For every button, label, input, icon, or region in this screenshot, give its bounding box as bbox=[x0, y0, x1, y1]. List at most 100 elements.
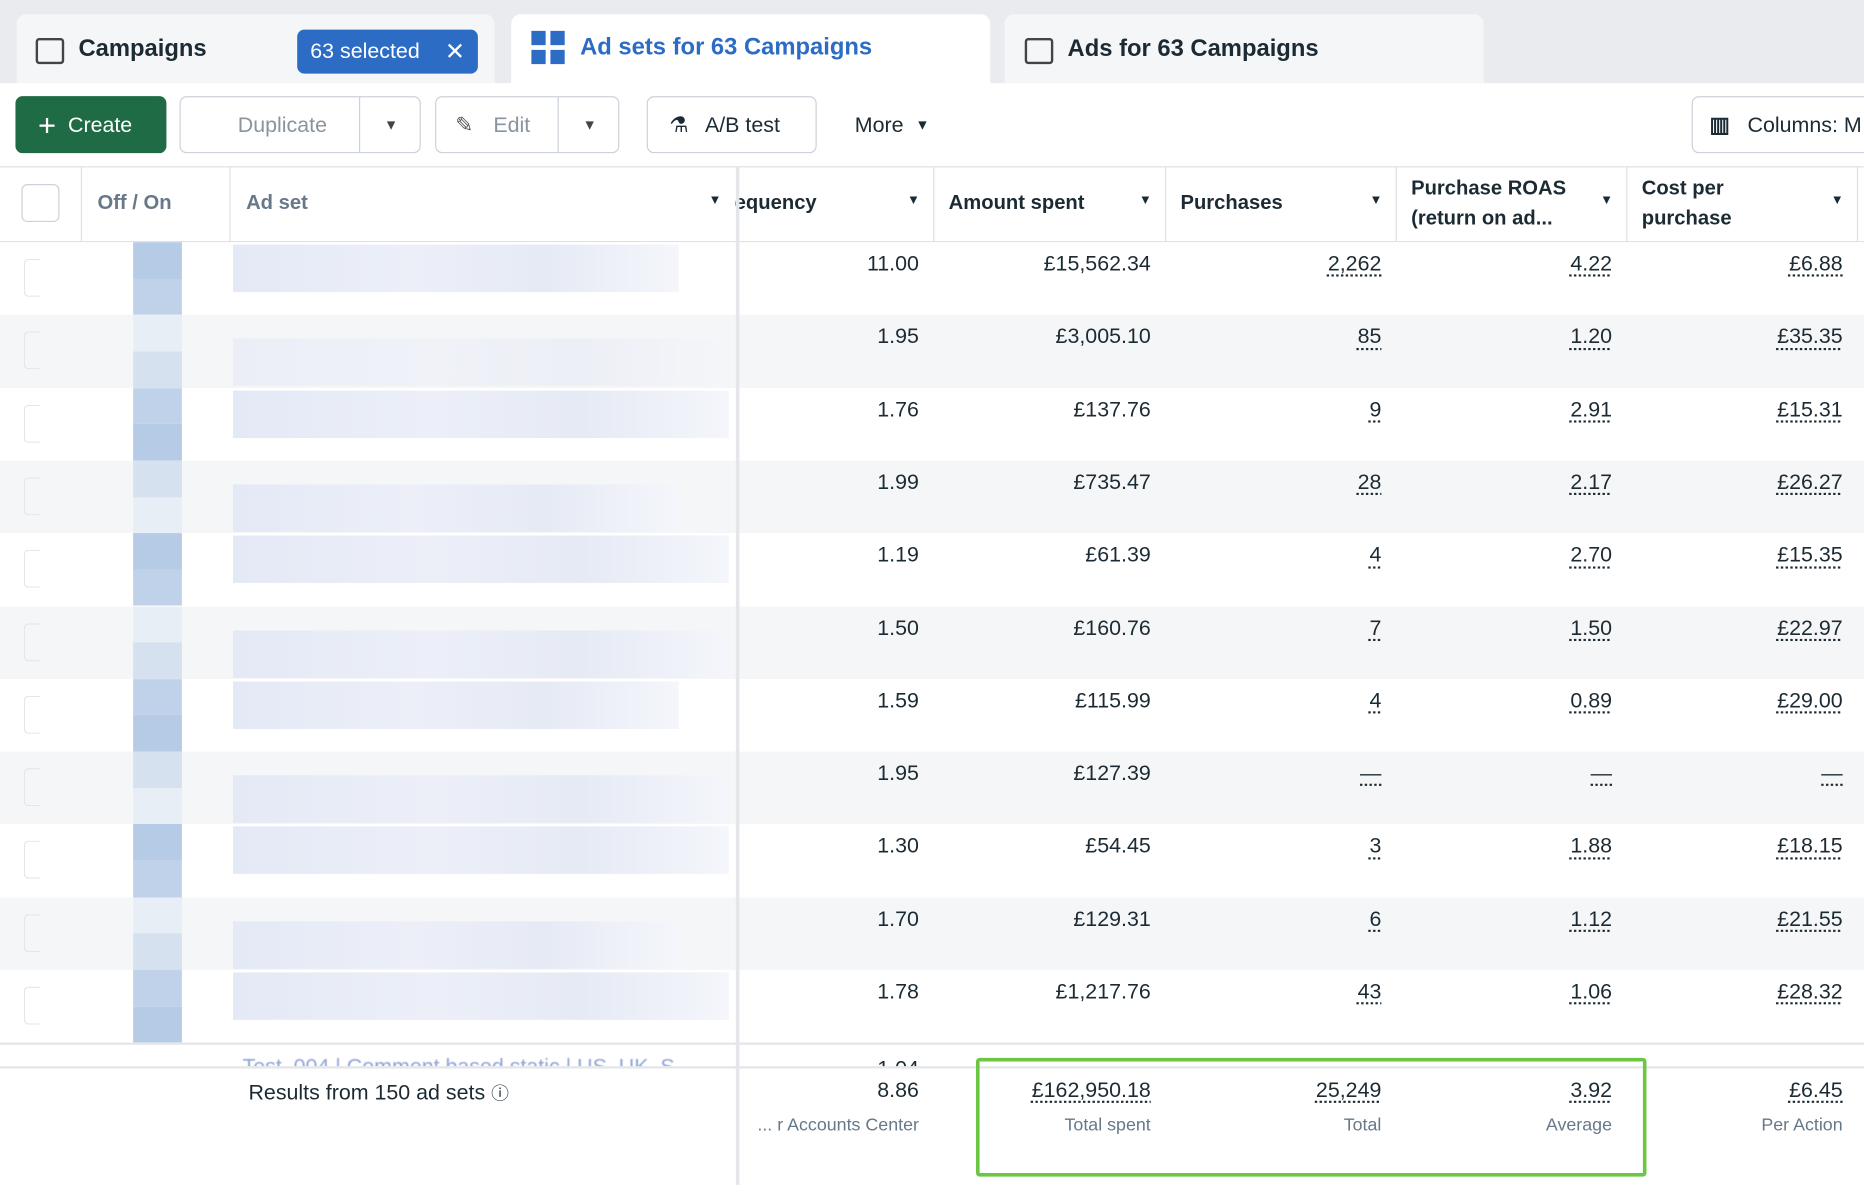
column-header[interactable]: Off / On bbox=[97, 191, 172, 214]
toggle[interactable] bbox=[133, 715, 182, 752]
sort-icon[interactable]: ▼ bbox=[708, 193, 722, 208]
row-checkbox[interactable] bbox=[23, 913, 41, 952]
cell-value[interactable]: 4.22 bbox=[1570, 251, 1613, 276]
cell-value[interactable]: 3 bbox=[1369, 833, 1382, 858]
create-button[interactable]: + Create bbox=[15, 96, 167, 154]
toggle[interactable] bbox=[133, 970, 182, 1007]
toggle[interactable] bbox=[133, 351, 182, 388]
toggle[interactable] bbox=[133, 933, 182, 971]
ab-test-button[interactable]: ⚗ A/B test bbox=[646, 96, 817, 154]
cell-value: 1.95 bbox=[877, 761, 919, 785]
footer-caption: Per Action bbox=[1761, 1114, 1843, 1136]
cell-value[interactable]: 7 bbox=[1369, 615, 1382, 640]
cell-value[interactable]: £26.27 bbox=[1777, 470, 1843, 494]
clear-icon[interactable]: ✕ bbox=[444, 39, 465, 66]
row-checkbox[interactable] bbox=[23, 768, 41, 807]
cell-value[interactable]: £35.35 bbox=[1777, 324, 1843, 349]
sort-icon[interactable]: ▼ bbox=[1138, 193, 1152, 208]
cell-value[interactable]: 1.20 bbox=[1570, 324, 1613, 349]
toggle[interactable] bbox=[133, 569, 182, 607]
toggle[interactable] bbox=[133, 242, 182, 279]
toggle[interactable] bbox=[133, 788, 182, 825]
cell-value[interactable]: £29.00 bbox=[1777, 688, 1843, 713]
sort-icon[interactable]: ▼ bbox=[907, 193, 921, 208]
row-checkbox[interactable] bbox=[23, 986, 41, 1025]
cell-value[interactable]: £15.35 bbox=[1777, 542, 1843, 567]
cell-value[interactable]: £28.32 bbox=[1777, 979, 1843, 1004]
cell-value[interactable]: 1.06 bbox=[1570, 979, 1613, 1004]
column-header[interactable]: Amount spent bbox=[948, 191, 1085, 214]
columns-button[interactable]: ▥ Columns: M bbox=[1691, 96, 1864, 154]
tab-label[interactable]: Ads for 63 Campaigns bbox=[1067, 35, 1319, 62]
cell-value[interactable]: 1.12 bbox=[1570, 906, 1613, 931]
tab-label[interactable]: Campaigns bbox=[78, 35, 207, 62]
toggle[interactable] bbox=[133, 678, 182, 716]
toggle[interactable] bbox=[133, 314, 182, 352]
toggle[interactable] bbox=[133, 751, 182, 789]
sort-icon[interactable]: ▼ bbox=[1600, 193, 1614, 208]
toggle[interactable] bbox=[133, 897, 182, 934]
column-header[interactable]: Purchases bbox=[1180, 191, 1283, 214]
tab-label[interactable]: Ad sets for 63 Campaigns bbox=[580, 34, 873, 61]
row-checkbox[interactable] bbox=[23, 841, 41, 880]
cell-value[interactable]: 43 bbox=[1357, 979, 1382, 1004]
cell-value[interactable]: 2.91 bbox=[1570, 397, 1613, 422]
more-button[interactable]: More ▼ bbox=[839, 96, 959, 154]
cell-value[interactable]: — bbox=[1590, 761, 1613, 785]
cell-value[interactable]: 2,262 bbox=[1327, 251, 1382, 276]
row-checkbox[interactable] bbox=[23, 404, 41, 443]
column-header[interactable]: equency bbox=[734, 191, 817, 214]
cell-value[interactable]: 85 bbox=[1357, 324, 1382, 349]
cell-value[interactable]: £18.15 bbox=[1777, 833, 1843, 858]
toggle[interactable] bbox=[133, 460, 182, 497]
row-checkbox[interactable] bbox=[23, 258, 41, 297]
cell-value[interactable]: — bbox=[1359, 761, 1382, 785]
toggle[interactable] bbox=[133, 424, 182, 461]
toggle[interactable] bbox=[133, 860, 182, 898]
cell-value[interactable]: 28 bbox=[1357, 470, 1382, 494]
cell-value[interactable]: 1.50 bbox=[1570, 615, 1613, 640]
cell-value: £3,005.10 bbox=[1055, 324, 1151, 349]
toggle[interactable] bbox=[133, 824, 182, 861]
row-checkbox[interactable] bbox=[23, 477, 41, 516]
column-header[interactable]: Cost per purchase bbox=[1641, 176, 1732, 230]
row-checkbox[interactable] bbox=[23, 622, 41, 661]
cell-value[interactable]: 2.17 bbox=[1570, 470, 1613, 494]
cell-value[interactable]: — bbox=[1821, 761, 1843, 785]
toggle[interactable] bbox=[133, 1006, 182, 1043]
row-checkbox[interactable] bbox=[23, 695, 41, 734]
cell-value[interactable]: £21.55 bbox=[1777, 906, 1843, 931]
button-label: Columns: M bbox=[1747, 112, 1862, 136]
toggle[interactable] bbox=[133, 278, 182, 315]
select-all-checkbox[interactable] bbox=[21, 184, 60, 223]
sort-icon[interactable]: ▼ bbox=[1830, 193, 1844, 208]
cell-value[interactable]: 0.89 bbox=[1570, 688, 1613, 713]
cell-value[interactable]: 2.70 bbox=[1570, 542, 1613, 567]
row-checkbox[interactable] bbox=[23, 331, 41, 370]
cell-value: 1.59 bbox=[877, 688, 919, 713]
column-header[interactable]: Purchase ROAS (return on ad... bbox=[1411, 176, 1567, 230]
selection-badge[interactable]: 63 selected ✕ bbox=[297, 29, 478, 74]
tab[interactable] bbox=[1004, 14, 1484, 84]
cell-value[interactable]: 4 bbox=[1369, 542, 1382, 567]
duplicate-button[interactable]: Duplicate ▼ bbox=[179, 96, 421, 154]
cell-value[interactable]: £15.31 bbox=[1777, 397, 1843, 422]
column-divider bbox=[1395, 166, 1397, 243]
cell-value: £61.39 bbox=[1085, 542, 1151, 567]
toggle[interactable] bbox=[133, 642, 182, 679]
row-checkbox[interactable] bbox=[23, 549, 41, 588]
cell-value[interactable]: 9 bbox=[1369, 397, 1382, 422]
toggle[interactable] bbox=[133, 606, 182, 643]
cell-value[interactable]: £6.88 bbox=[1789, 251, 1843, 276]
toggle[interactable] bbox=[133, 533, 182, 570]
cell-value[interactable]: 6 bbox=[1369, 906, 1382, 931]
edit-button[interactable]: ✎ Edit ▼ bbox=[435, 96, 620, 154]
toggle[interactable] bbox=[133, 387, 182, 425]
cell-value[interactable]: £22.97 bbox=[1777, 615, 1843, 640]
sort-icon[interactable]: ▼ bbox=[1369, 193, 1383, 208]
column-header[interactable]: Ad set bbox=[246, 191, 308, 214]
cell-value[interactable]: 1.88 bbox=[1570, 833, 1613, 858]
tab-active[interactable] bbox=[511, 14, 991, 86]
cell-value[interactable]: 4 bbox=[1369, 688, 1382, 713]
toggle[interactable] bbox=[133, 496, 182, 534]
